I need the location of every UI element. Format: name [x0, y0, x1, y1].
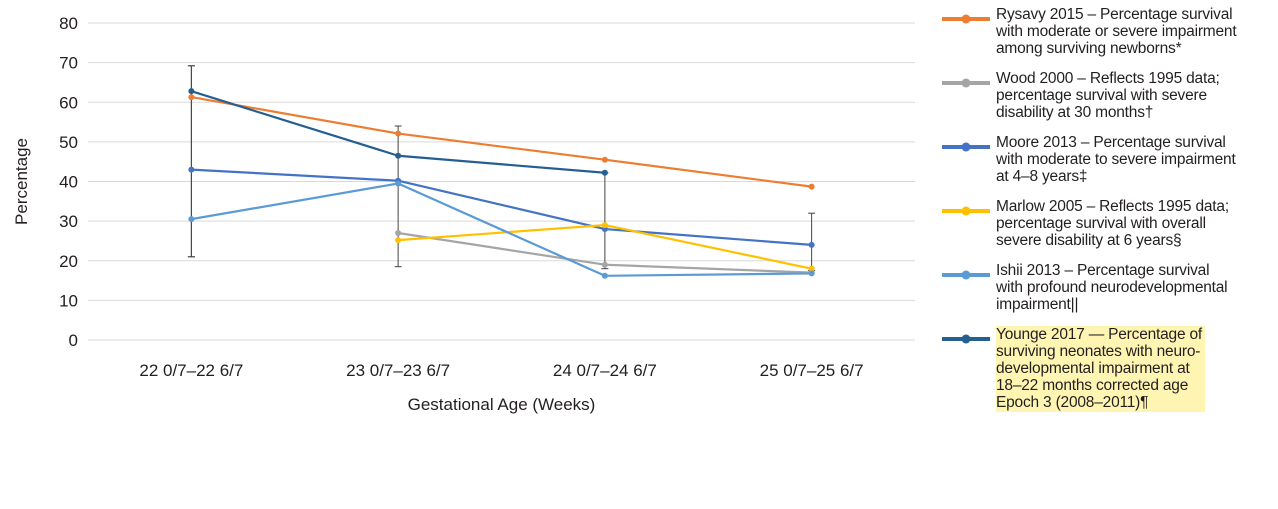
legend-swatch — [942, 270, 990, 280]
legend-label: Rysavy 2015 – Percentage survival with m… — [996, 6, 1237, 57]
data-point — [188, 88, 195, 95]
legend-item: Rysavy 2015 – Percentage survival with m… — [940, 6, 1276, 58]
data-point — [188, 94, 195, 101]
x-tick-label: 25 0/7–25 6/7 — [760, 361, 864, 380]
legend-swatch — [942, 14, 990, 24]
legend-swatch — [942, 334, 990, 344]
data-point — [601, 169, 608, 176]
gridlines — [88, 22, 915, 341]
series-4 — [188, 180, 815, 279]
data-point — [601, 261, 608, 268]
series-line — [191, 168, 812, 246]
x-axis-label: Gestational Age (Weeks) — [408, 395, 596, 414]
error-bars — [187, 65, 816, 272]
legend-label: Marlow 2005 – Reflects 1995 data; percen… — [996, 198, 1229, 249]
legend-label: Wood 2000 – Reflects 1995 data; percenta… — [996, 70, 1220, 121]
legend-item: Younge 2017 — Percentage of surviving ne… — [940, 326, 1276, 412]
y-tick-label: 30 — [59, 212, 78, 231]
x-axis-ticks: 22 0/7–22 6/7 23 0/7–23 6/7 24 0/7–24 6/7 2… — [139, 361, 863, 380]
y-tick-label: 50 — [59, 133, 78, 152]
y-tick-label: 10 — [59, 291, 78, 310]
y-tick-label: 40 — [59, 173, 78, 192]
y-axis-ticks: 0 10 20 30 40 50 60 70 80 — [59, 14, 78, 350]
legend-swatch — [942, 206, 990, 216]
x-tick-label: 23 0/7–23 6/7 — [346, 361, 450, 380]
legend-item: Wood 2000 – Reflects 1995 data; percenta… — [940, 70, 1276, 122]
data-point — [601, 156, 608, 163]
legend-label: Moore 2013 – Percentage survival with mo… — [996, 134, 1236, 185]
data-point — [808, 265, 815, 272]
data-point — [808, 183, 815, 190]
y-tick-label: 20 — [59, 252, 78, 271]
line-chart: 0 10 20 30 40 50 60 70 80 22 0/7–22 6/7 23 0/7–23… — [12, 14, 915, 414]
data-point — [395, 230, 402, 237]
y-tick-label: 0 — [69, 331, 78, 350]
y-tick-label: 60 — [59, 93, 78, 112]
series-line — [191, 182, 812, 277]
y-axis-label: Percentage — [12, 138, 31, 225]
data-point — [601, 272, 608, 279]
y-tick-label: 80 — [59, 14, 78, 33]
data-point — [808, 241, 815, 248]
legend-item: Marlow 2005 – Reflects 1995 data; percen… — [940, 198, 1276, 250]
data-point — [395, 152, 402, 159]
x-tick-label: 22 0/7–22 6/7 — [139, 361, 243, 380]
data-point — [395, 237, 402, 244]
series-lines — [188, 88, 815, 279]
data-point — [188, 216, 195, 223]
series-3 — [395, 222, 815, 272]
series-line — [191, 96, 812, 188]
y-tick-label: 70 — [59, 54, 78, 73]
legend: Rysavy 2015 – Percentage survival with m… — [940, 6, 1276, 424]
series-2 — [188, 166, 815, 248]
data-point — [188, 166, 195, 173]
legend-label: Younge 2017 — Percentage of surviving ne… — [996, 326, 1206, 412]
legend-label: Ishii 2013 – Percentage survival with pr… — [996, 262, 1228, 313]
legend-item: Ishii 2013 – Percentage survival with pr… — [940, 262, 1276, 314]
legend-item: Moore 2013 – Percentage survival with mo… — [940, 134, 1276, 186]
series-0 — [188, 94, 815, 190]
error-bar — [394, 125, 402, 268]
legend-swatch — [942, 78, 990, 88]
data-point — [395, 130, 402, 137]
series-5 — [188, 88, 608, 176]
data-point — [601, 222, 608, 229]
data-point — [395, 180, 402, 187]
legend-swatch — [942, 142, 990, 152]
data-point — [808, 270, 815, 277]
x-tick-label: 24 0/7–24 6/7 — [553, 361, 657, 380]
